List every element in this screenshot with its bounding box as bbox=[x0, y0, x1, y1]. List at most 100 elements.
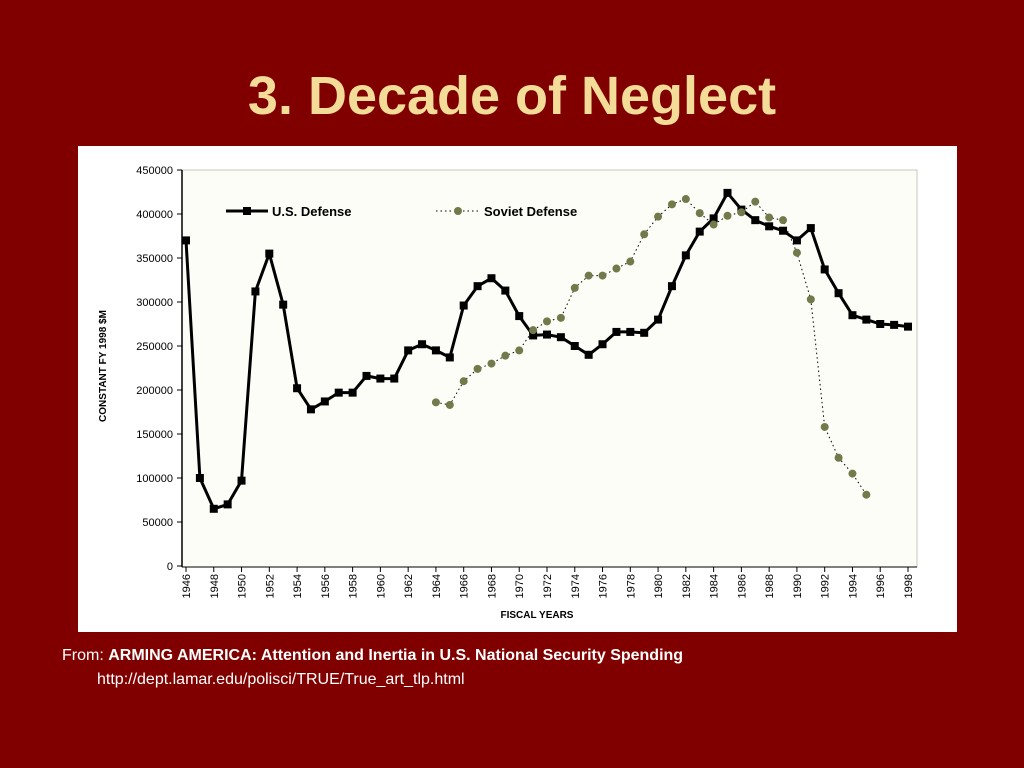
source-prefix: From: bbox=[62, 647, 104, 664]
legend-label-soviet-defense: Soviet Defense bbox=[484, 204, 577, 219]
data-point-soviet-defense bbox=[640, 230, 649, 239]
series bbox=[182, 188, 912, 513]
source-citation: From: ARMING AMERICA: Attention and Iner… bbox=[62, 646, 683, 666]
x-tick-label: 1998 bbox=[903, 574, 915, 598]
data-point-us-defense bbox=[890, 320, 899, 329]
data-point-us-defense bbox=[473, 282, 482, 291]
data-point-us-defense bbox=[834, 289, 843, 298]
data-point-soviet-defense bbox=[848, 469, 857, 478]
legend: U.S. Defense Soviet Defense bbox=[226, 204, 577, 219]
data-point-us-defense bbox=[820, 265, 829, 274]
data-point-us-defense bbox=[640, 328, 649, 337]
data-point-us-defense bbox=[390, 374, 399, 383]
data-point-us-defense bbox=[306, 405, 315, 414]
data-point-us-defense bbox=[862, 315, 871, 324]
data-point-soviet-defense bbox=[806, 295, 815, 304]
y-tick-label: 150000 bbox=[136, 429, 173, 441]
x-tick-label: 1968 bbox=[486, 574, 498, 598]
data-point-us-defense bbox=[445, 353, 454, 362]
data-point-soviet-defense bbox=[626, 257, 635, 266]
data-point-soviet-defense bbox=[473, 364, 482, 373]
defense-spending-line-chart: 0 50000 100000 150000 200000 250000 300000 3500… bbox=[98, 165, 918, 621]
data-point-soviet-defense bbox=[459, 377, 468, 386]
y-tick-label: 0 bbox=[167, 561, 173, 573]
data-point-us-defense bbox=[223, 500, 232, 509]
data-point-soviet-defense bbox=[681, 195, 690, 204]
data-point-us-defense bbox=[598, 340, 607, 349]
legend-marker-soviet-defense bbox=[454, 207, 462, 215]
y-tick-label: 250000 bbox=[136, 341, 173, 353]
data-point-soviet-defense bbox=[765, 213, 774, 222]
data-point-soviet-defense bbox=[737, 208, 746, 217]
data-point-soviet-defense bbox=[820, 422, 829, 431]
x-tick-label: 1952 bbox=[264, 574, 276, 598]
x-tick-label: 1988 bbox=[764, 574, 776, 598]
x-tick-label: 1960 bbox=[375, 574, 387, 598]
x-tick-label: 1976 bbox=[598, 574, 610, 598]
source-title: ARMING AMERICA: Attention and Inertia in… bbox=[108, 647, 684, 664]
data-point-us-defense bbox=[487, 274, 496, 283]
x-tick-label: 1962 bbox=[403, 574, 415, 598]
x-tick-label: 1966 bbox=[459, 574, 471, 598]
x-tick-label: 1946 bbox=[181, 574, 193, 598]
data-point-us-defense bbox=[654, 315, 663, 324]
data-point-us-defense bbox=[529, 331, 538, 340]
data-point-us-defense bbox=[293, 384, 302, 393]
plot-area bbox=[181, 169, 918, 568]
data-point-us-defense bbox=[765, 222, 774, 231]
x-tick-label: 1964 bbox=[431, 574, 443, 598]
data-point-us-defense bbox=[612, 327, 621, 336]
x-tick-label: 1970 bbox=[514, 574, 526, 598]
axes: 0 50000 100000 150000 200000 250000 300000 3500… bbox=[136, 165, 917, 598]
source-url: http://dept.lamar.edu/polisci/TRUE/True_… bbox=[97, 671, 465, 688]
data-point-soviet-defense bbox=[584, 271, 593, 280]
x-tick-label: 1954 bbox=[292, 574, 304, 598]
y-tick-label: 50000 bbox=[142, 517, 173, 529]
data-point-soviet-defense bbox=[792, 248, 801, 257]
data-point-us-defense bbox=[779, 226, 788, 235]
data-point-us-defense bbox=[806, 224, 815, 233]
data-point-soviet-defense bbox=[612, 264, 621, 273]
data-point-soviet-defense bbox=[779, 216, 788, 225]
y-tick-label: 400000 bbox=[136, 209, 173, 221]
data-point-soviet-defense bbox=[834, 453, 843, 462]
data-point-us-defense bbox=[418, 340, 427, 349]
data-point-us-defense bbox=[584, 350, 593, 359]
data-point-soviet-defense bbox=[654, 212, 663, 221]
data-point-us-defense bbox=[792, 236, 801, 245]
data-point-us-defense bbox=[431, 346, 440, 355]
data-point-soviet-defense bbox=[487, 359, 496, 368]
data-point-us-defense bbox=[556, 333, 565, 342]
x-axis-title: FISCAL YEARS bbox=[501, 610, 574, 621]
legend-marker-us-defense bbox=[243, 207, 251, 215]
y-tick-label: 300000 bbox=[136, 297, 173, 309]
data-point-soviet-defense bbox=[445, 400, 454, 409]
data-point-us-defense bbox=[626, 327, 635, 336]
data-point-us-defense bbox=[251, 287, 260, 296]
x-tick-label: 1992 bbox=[820, 574, 832, 598]
x-tick-label: 1950 bbox=[237, 574, 249, 598]
x-tick-label: 1980 bbox=[653, 574, 665, 598]
x-tick-label: 1990 bbox=[792, 574, 804, 598]
data-point-us-defense bbox=[515, 312, 524, 321]
data-point-soviet-defense bbox=[667, 200, 676, 209]
data-point-soviet-defense bbox=[529, 326, 538, 335]
data-point-soviet-defense bbox=[709, 220, 718, 229]
data-point-soviet-defense bbox=[751, 197, 760, 206]
y-tick-label: 100000 bbox=[136, 473, 173, 485]
data-point-us-defense bbox=[723, 188, 732, 197]
data-point-us-defense bbox=[237, 476, 246, 485]
data-point-us-defense bbox=[320, 397, 329, 406]
y-tick-label: 200000 bbox=[136, 385, 173, 397]
x-tick-label: 1948 bbox=[209, 574, 221, 598]
legend-label-us-defense: U.S. Defense bbox=[272, 204, 351, 219]
data-point-soviet-defense bbox=[431, 398, 440, 407]
data-point-us-defense bbox=[404, 346, 413, 355]
slide-title: 3. Decade of Neglect bbox=[247, 66, 777, 126]
data-point-us-defense bbox=[904, 322, 912, 331]
x-tick-label: 1986 bbox=[736, 574, 748, 598]
data-point-us-defense bbox=[348, 388, 357, 397]
data-point-soviet-defense bbox=[556, 313, 565, 322]
y-axis-title: CONSTANT FY 1998 $M bbox=[98, 310, 109, 422]
y-tick-label: 450000 bbox=[136, 165, 173, 177]
